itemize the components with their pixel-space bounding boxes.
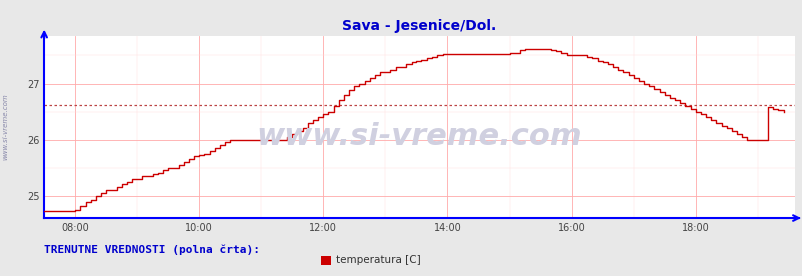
Text: www.si-vreme.com: www.si-vreme.com — [2, 94, 9, 160]
Text: TRENUTNE VREDNOSTI (polna črta):: TRENUTNE VREDNOSTI (polna črta): — [44, 244, 260, 255]
Text: temperatura [C]: temperatura [C] — [335, 256, 420, 266]
Text: www.si-vreme.com: www.si-vreme.com — [257, 121, 581, 151]
Title: Sava - Jesenice/Dol.: Sava - Jesenice/Dol. — [342, 19, 496, 33]
